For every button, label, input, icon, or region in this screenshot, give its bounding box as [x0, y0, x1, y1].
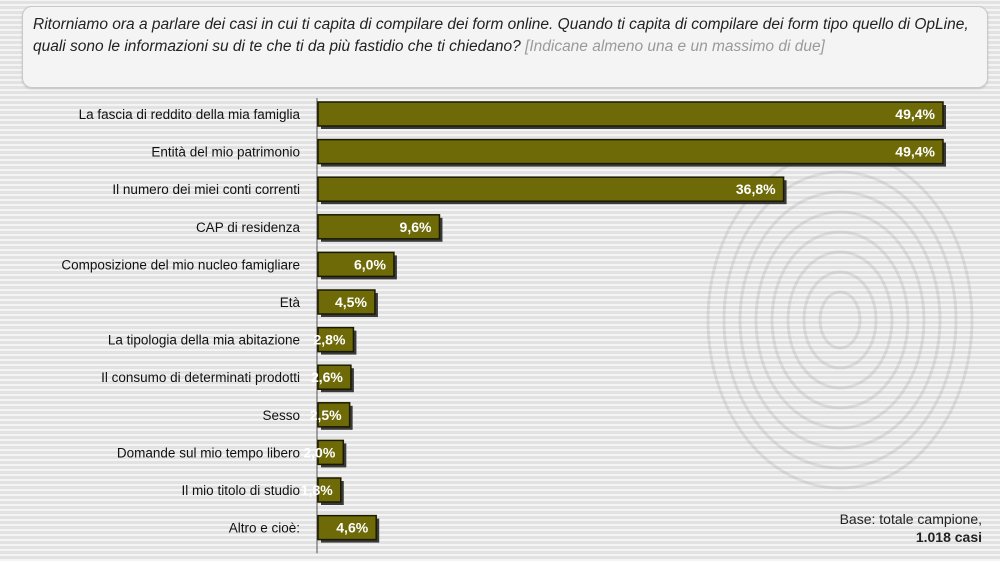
question-note: [Indicane almeno una e un massimo di due… — [525, 38, 825, 55]
category-label: Sesso — [262, 408, 300, 423]
category-label: Il consumo di determinati prodotti — [101, 370, 300, 385]
value-label: 9,6% — [400, 219, 432, 235]
value-label: 2,6% — [311, 369, 343, 385]
value-label: 2,5% — [310, 407, 342, 423]
category-label: Il numero dei miei conti correnti — [112, 182, 300, 197]
bar — [317, 176, 785, 202]
category-label: CAP di residenza — [196, 220, 301, 235]
question-text: Ritorniamo ora a parlare dei casi in cui… — [33, 16, 969, 55]
value-label: 1,8% — [301, 482, 333, 498]
base-count: 1.018 casi — [915, 529, 982, 545]
bar — [317, 477, 342, 503]
bar — [317, 214, 441, 240]
value-label: 49,4% — [895, 144, 935, 160]
base-note: Base: totale campione, 1.018 casi — [840, 510, 982, 546]
value-label: 49,4% — [895, 106, 935, 122]
category-label: Età — [280, 295, 301, 310]
bar — [317, 251, 395, 278]
bar — [317, 402, 351, 428]
value-label: 36,8% — [736, 181, 776, 197]
category-label: Entità del mio patrimonio — [151, 145, 300, 160]
bar — [317, 364, 352, 390]
bar — [317, 326, 355, 353]
category-label: La fascia di reddito della mia famiglia — [79, 107, 301, 122]
category-label: Domande sul mio tempo libero — [117, 445, 300, 460]
value-label: 6,0% — [354, 256, 386, 272]
value-label: 4,6% — [336, 520, 368, 536]
bar — [317, 289, 376, 315]
question-box: Ritorniamo ora a parlare dei casi in cui… — [22, 6, 988, 88]
value-label: 4,5% — [335, 294, 367, 310]
base-label: Base: totale campione, — [839, 511, 982, 527]
category-label: Altro e cioè: — [229, 521, 300, 536]
value-label: 2,0% — [303, 444, 335, 460]
category-label: Composizione del mio nucleo famigliare — [61, 257, 300, 272]
category-label: La tipologia della mia abitazione — [108, 333, 300, 348]
bar — [317, 101, 944, 127]
bar — [317, 514, 377, 541]
bar — [317, 439, 345, 466]
category-label: Il mio titolo di studio — [181, 483, 300, 498]
fingerprint-watermark-icon — [706, 150, 974, 490]
value-label: 2,8% — [314, 332, 346, 348]
bar — [317, 138, 944, 165]
